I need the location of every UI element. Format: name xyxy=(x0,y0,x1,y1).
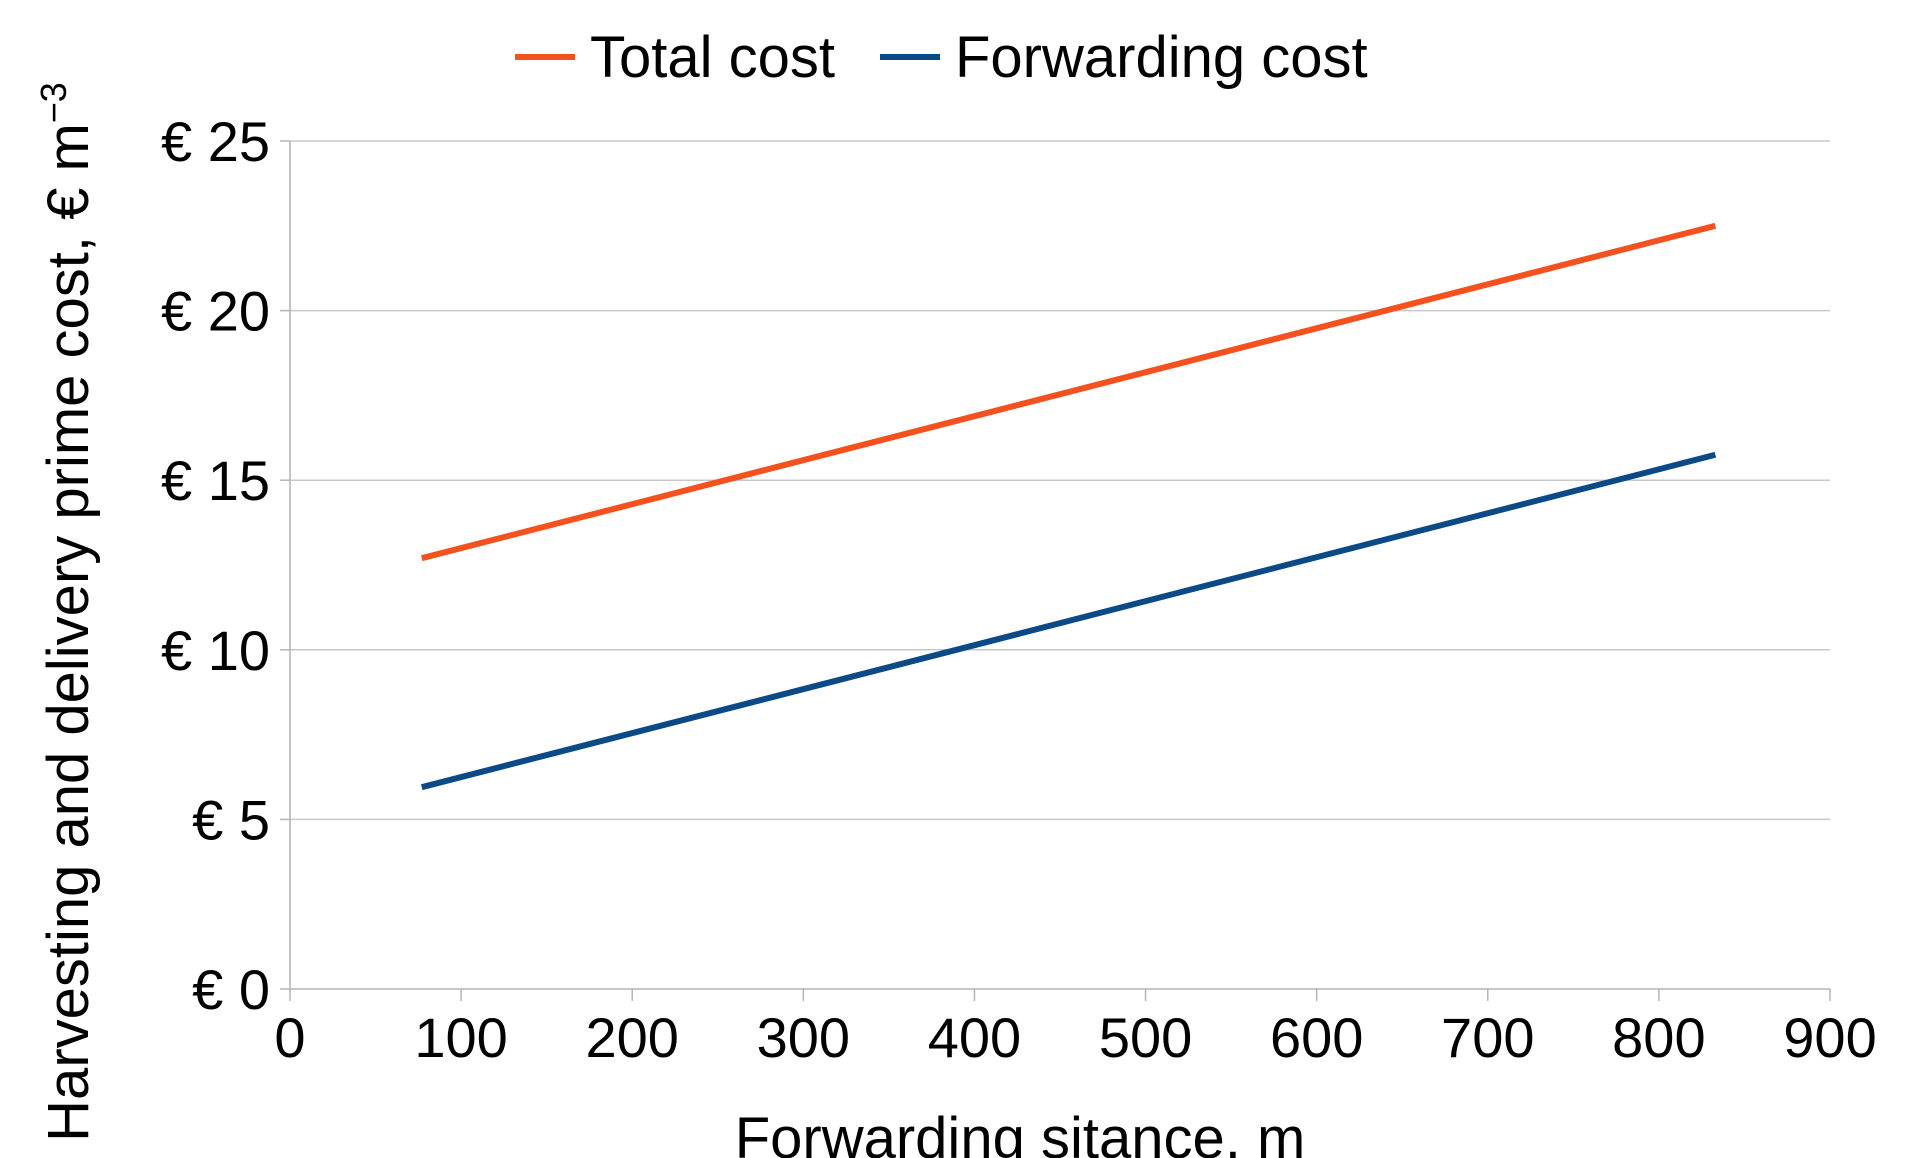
x-axis-title: Forwarding sitance, m xyxy=(735,1106,1306,1158)
x-tick-label: 900 xyxy=(1783,1006,1876,1069)
x-tick-label: 200 xyxy=(586,1006,679,1069)
x-tick-label: 700 xyxy=(1441,1006,1534,1069)
y-tick-label: € 15 xyxy=(161,449,270,512)
legend-label-forwarding-cost: Forwarding cost xyxy=(955,25,1368,90)
y-tick-label: € 5 xyxy=(192,788,270,851)
x-tick-label: 100 xyxy=(414,1006,507,1069)
y-axis-title: Harvesting and delivery prime cost, € m−… xyxy=(33,82,101,1142)
legend: Total cost Forwarding cost xyxy=(515,25,1368,90)
x-tick-label: 500 xyxy=(1099,1006,1192,1069)
x-tick-label: 0 xyxy=(274,1006,305,1069)
axes xyxy=(280,140,1831,1001)
x-tick-label: 400 xyxy=(928,1006,1021,1069)
y-tick-labels: € 0 € 5 € 10 € 15 € 20 € 25 xyxy=(161,110,270,1021)
legend-item-forwarding-cost: Forwarding cost xyxy=(880,25,1368,90)
x-tick-label: 800 xyxy=(1612,1006,1705,1069)
y-axis-title-main: Harvesting and delivery prime cost, € m xyxy=(36,123,101,1142)
x-tick-labels: 0 100 200 300 400 500 600 700 800 900 xyxy=(274,1006,1876,1069)
y-tick-label: € 10 xyxy=(161,619,270,682)
legend-item-total-cost: Total cost xyxy=(515,25,835,90)
series-line-forwarding-cost xyxy=(421,451,1717,791)
x-tick-label: 600 xyxy=(1270,1006,1363,1069)
series-lines xyxy=(421,222,1717,791)
y-axis-title-superscript: −3 xyxy=(33,82,74,123)
legend-label-total-cost: Total cost xyxy=(590,25,835,90)
y-tick-label: € 20 xyxy=(161,280,270,343)
y-tick-label: € 25 xyxy=(161,110,270,173)
gridlines xyxy=(290,140,1830,821)
x-tick-label: 300 xyxy=(757,1006,850,1069)
series-line-total-cost xyxy=(421,222,1717,562)
y-tick-label: € 0 xyxy=(192,958,270,1021)
